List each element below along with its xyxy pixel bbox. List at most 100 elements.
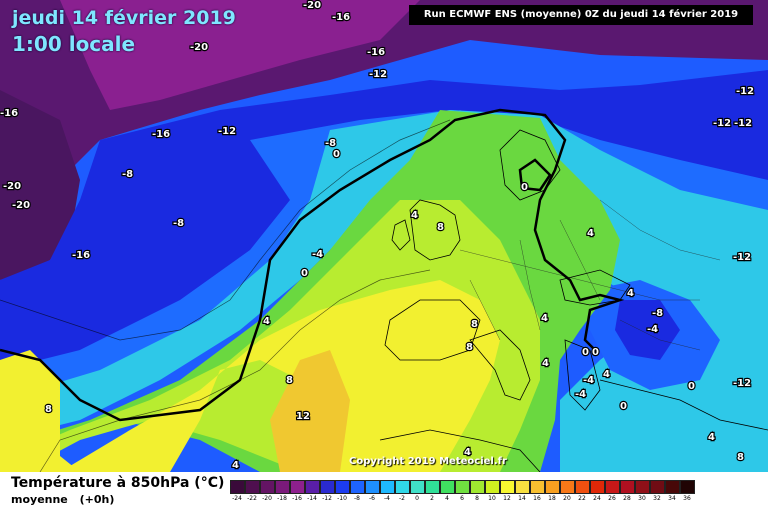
contour-label: -20 — [12, 200, 30, 211]
scale-swatch — [455, 480, 470, 494]
subtropical-region — [0, 350, 60, 472]
scale-swatch — [365, 480, 380, 494]
polar-core-region — [60, 0, 420, 110]
contour-label: 0 — [333, 149, 340, 160]
model-run-info: Run ECMWF ENS (moyenne) 0Z du jeudi 14 f… — [409, 5, 753, 25]
copyright-notice: Copyright 2019 Meteociel.fr — [349, 456, 507, 467]
contour-label: 0 — [688, 381, 695, 392]
color-scale: -24 -22 -20 -18 -16 -14 -12 -10 -8 -6 -4 -2 0 2 4 6 8 10 1… — [230, 480, 700, 506]
scale-swatch — [335, 480, 350, 494]
scale-swatch — [395, 480, 410, 494]
scale-tick-label: 14 — [518, 495, 526, 502]
scale-swatch — [320, 480, 335, 494]
scale-tick-label: 8 — [475, 495, 479, 502]
contour-label: 8 — [471, 319, 478, 330]
contour-label: 8 — [286, 375, 293, 386]
scale-tick-label: 22 — [578, 495, 586, 502]
isotherm-plus-4 — [39, 269, 431, 472]
contour-label: -8 — [325, 138, 336, 149]
contour-label: 4 — [232, 460, 239, 471]
scale-swatch — [590, 480, 605, 494]
scale-swatch — [245, 480, 260, 494]
contour-label: -12 — [736, 86, 754, 97]
contour-label: -12 — [369, 69, 387, 80]
scale-swatch — [515, 480, 530, 494]
scale-swatch — [635, 480, 650, 494]
scale-swatch — [605, 480, 620, 494]
scale-tick-label: 12 — [503, 495, 511, 502]
contour-label: -8 — [652, 308, 663, 319]
zero-degree-isotherm — [0, 108, 625, 422]
contour-label: 0 — [301, 268, 308, 279]
scale-tick-label: 4 — [445, 495, 449, 502]
statistic-label: moyenne — [11, 493, 68, 506]
scale-tick-label: 32 — [653, 495, 661, 502]
scale-tick-label: -4 — [384, 495, 390, 502]
contour-label: 4 — [587, 228, 594, 239]
coastlines — [379, 129, 768, 472]
contour-label: -16 — [332, 12, 350, 23]
eastern-cold-core — [615, 300, 680, 360]
contour-label: -8 — [122, 169, 133, 180]
variable-subtitle: moyenne (+0h) — [11, 493, 122, 506]
scale-tick-label: -16 — [292, 495, 302, 502]
contour-label: -12 — [733, 378, 751, 389]
scale-tick-label: -10 — [337, 495, 347, 502]
zero-isotherm-loop — [518, 158, 552, 192]
scale-swatch — [440, 480, 455, 494]
scale-swatch — [410, 480, 425, 494]
scale-swatch — [680, 480, 695, 494]
scale-tick-label: -20 — [262, 495, 272, 502]
scale-swatch — [485, 480, 500, 494]
contour-label: -20 — [190, 42, 208, 53]
scale-tick-label: -6 — [369, 495, 375, 502]
scale-tick-label: 16 — [533, 495, 541, 502]
contour-label: -4 — [583, 375, 594, 386]
scale-tick-label: 26 — [608, 495, 616, 502]
contour-label: -20 — [303, 0, 321, 11]
warmer-air-region — [0, 280, 500, 472]
scale-tick-label: 20 — [563, 495, 571, 502]
scale-tick-label: 24 — [593, 495, 601, 502]
scale-tick-label: 30 — [638, 495, 646, 502]
contour-label: -4 — [312, 249, 323, 260]
contour-label: -4 — [575, 389, 586, 400]
scale-tick-label: -22 — [247, 495, 257, 502]
contour-label: 4 — [411, 210, 418, 221]
scale-swatch — [260, 480, 275, 494]
contour-label: 0 — [582, 347, 589, 358]
contour-label: -4 — [647, 324, 658, 335]
scale-swatch — [275, 480, 290, 494]
contour-label: 8 — [437, 222, 444, 233]
contour-label: 4 — [603, 369, 610, 380]
scale-tick-label: 18 — [548, 495, 556, 502]
scale-tick-label: -24 — [232, 495, 242, 502]
contour-label: 4 — [542, 358, 549, 369]
contour-label: -16 — [152, 129, 170, 140]
scale-tick-label: -18 — [277, 495, 287, 502]
contour-label: 4 — [708, 432, 715, 443]
scale-swatch — [470, 480, 485, 494]
scale-swatch — [545, 480, 560, 494]
scale-swatch — [650, 480, 665, 494]
warmest-air-region — [270, 350, 350, 472]
contour-label: -12 — [713, 118, 731, 129]
scale-swatch — [230, 480, 245, 494]
borders — [459, 199, 721, 351]
contour-label: 4 — [464, 447, 471, 458]
contour-label: -16 — [72, 250, 90, 261]
lead-time-label: (+0h) — [79, 493, 115, 506]
contour-label: 0 — [620, 401, 627, 412]
contour-label: -12 — [734, 118, 752, 129]
scale-swatch — [500, 480, 515, 494]
scale-swatch — [290, 480, 305, 494]
contour-label: 4 — [541, 313, 548, 324]
contour-label: -20 — [3, 181, 21, 192]
scale-tick-label: 0 — [415, 495, 419, 502]
scale-tick-label: -8 — [354, 495, 360, 502]
greenland-region — [0, 90, 80, 280]
contour-label: 0 — [521, 182, 528, 193]
contour-label: 4 — [627, 288, 634, 299]
scale-swatch — [305, 480, 320, 494]
